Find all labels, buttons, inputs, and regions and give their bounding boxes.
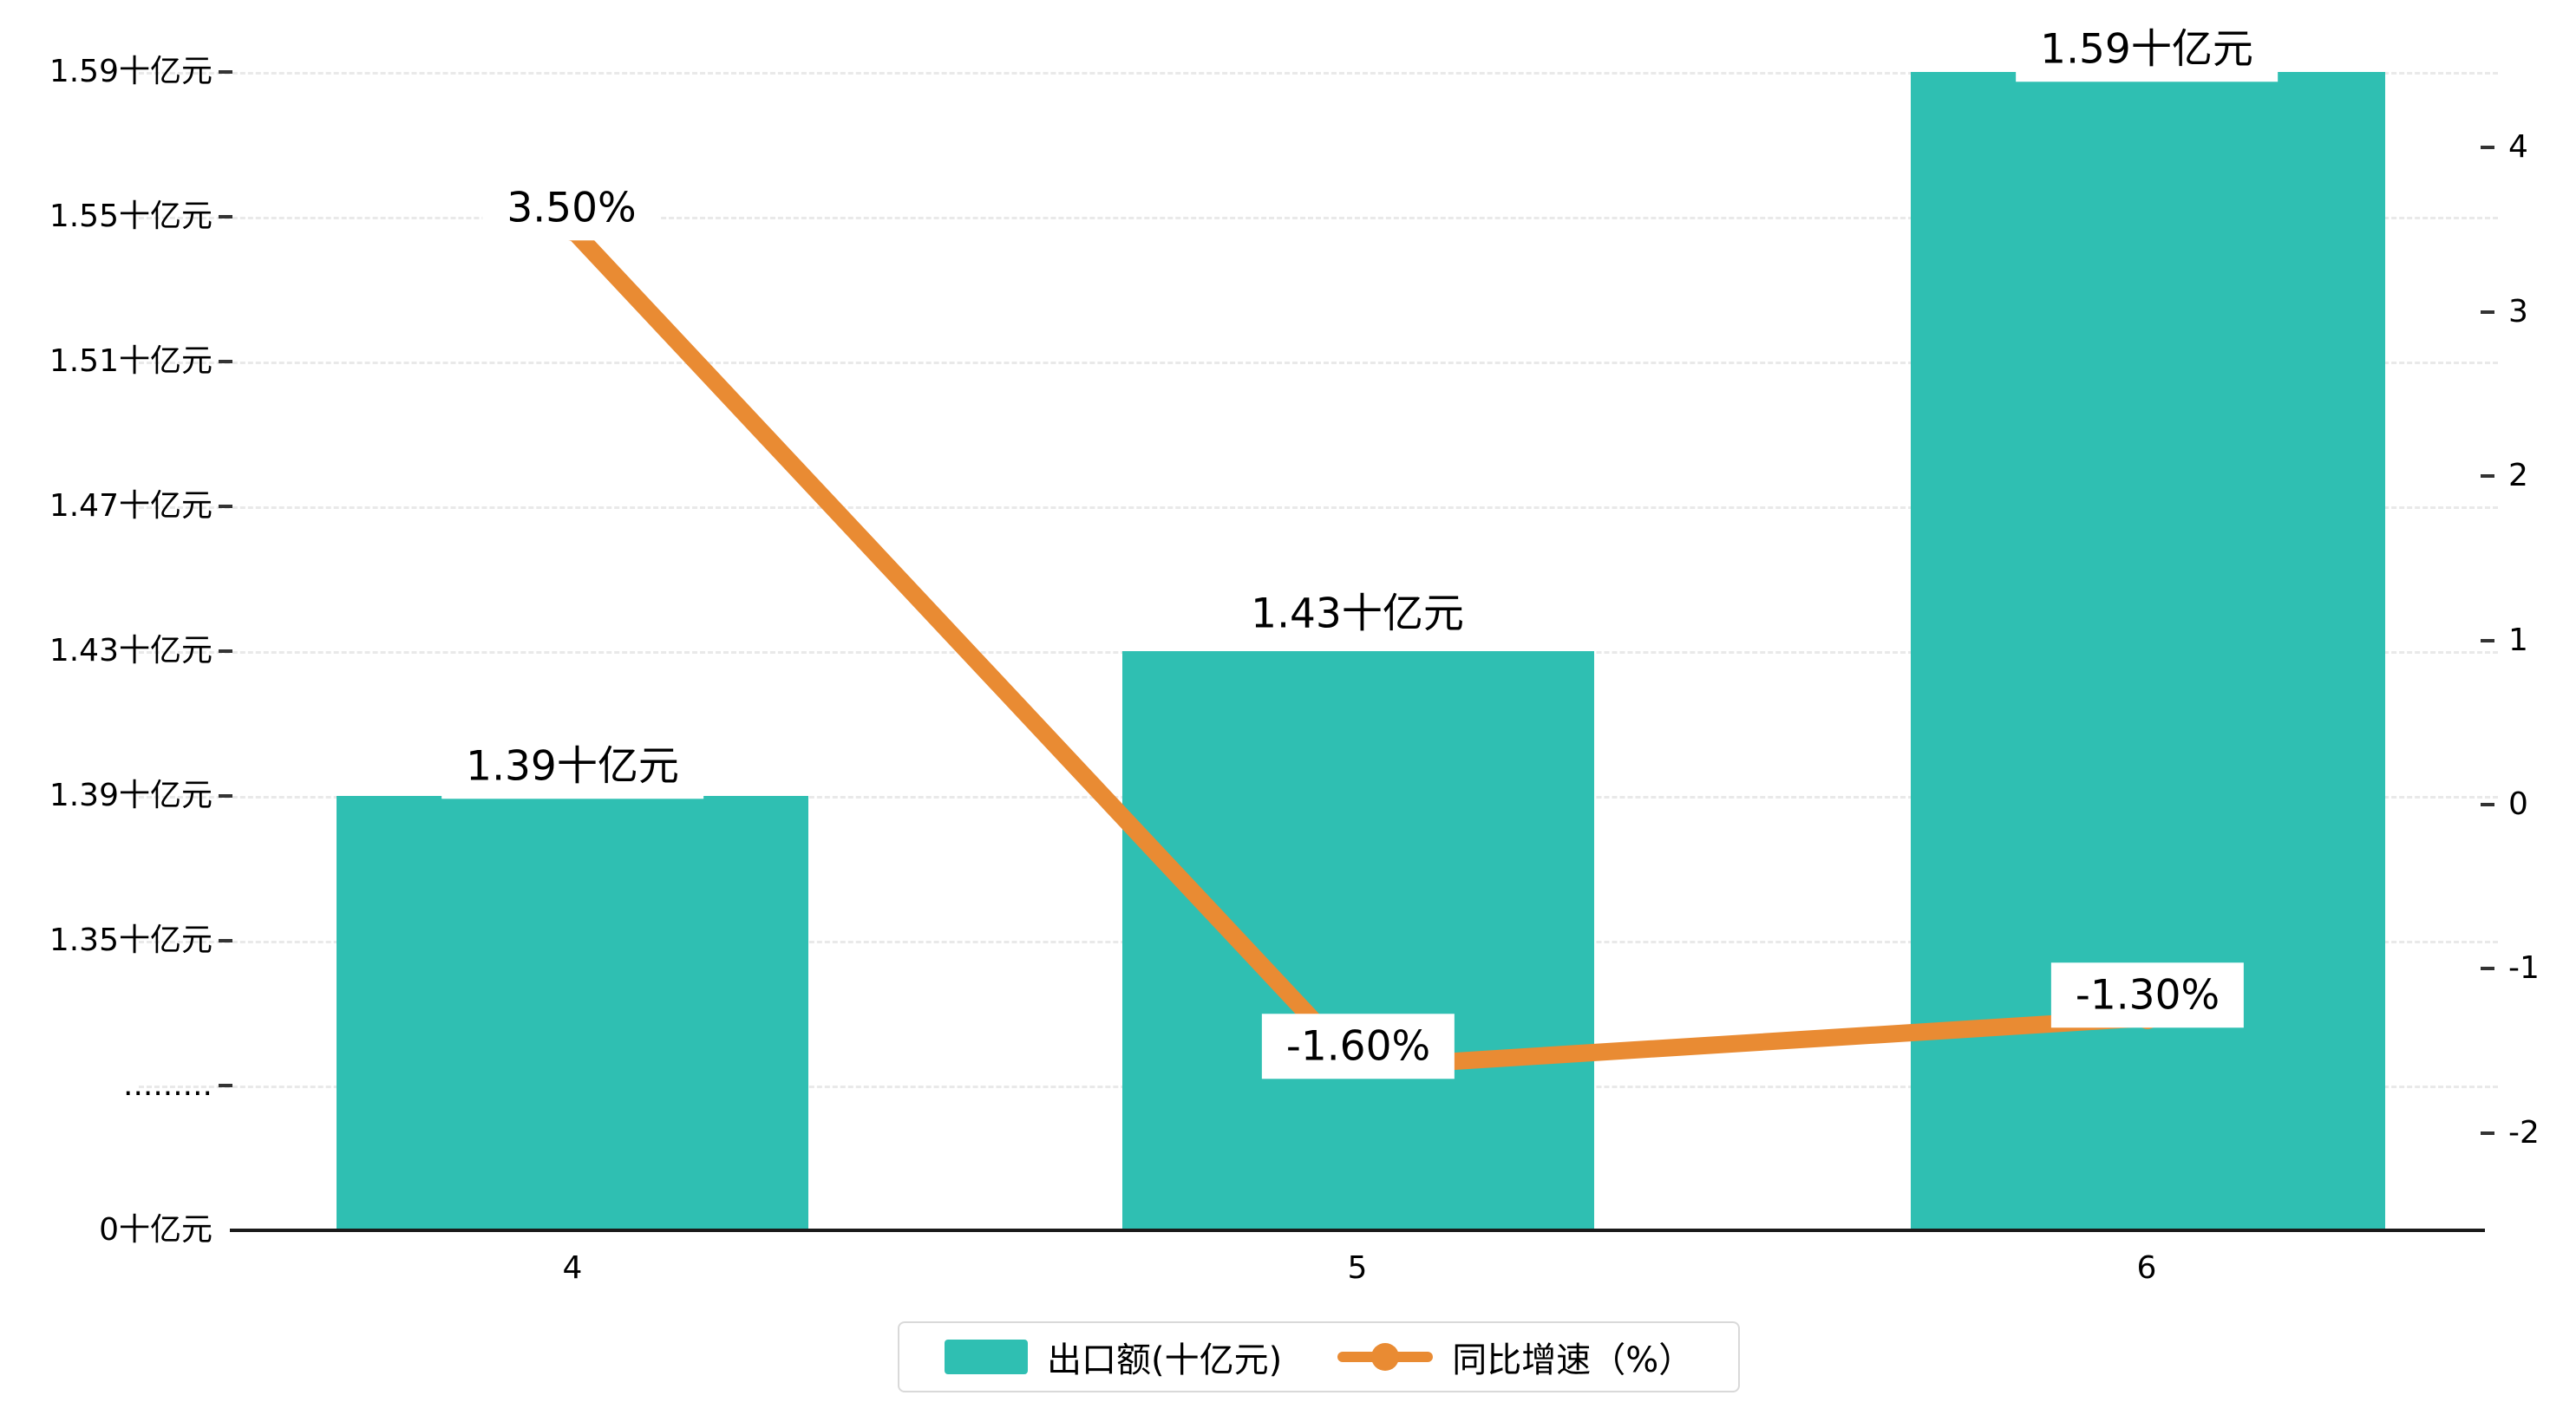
- y-axis-right-tick-mark: [2481, 474, 2494, 478]
- gridline: [139, 72, 2498, 75]
- y-axis-tick-mark: [219, 505, 232, 508]
- legend: 出口额(十亿元) 同比增速（%）: [898, 1321, 1741, 1392]
- y-axis-left-tick-label: 1.35十亿元: [49, 923, 212, 958]
- y-axis-right-tick-label: 0: [2508, 786, 2528, 822]
- growth-line-path: [564, 221, 2156, 1076]
- y-axis-right-tick-mark: [2481, 1131, 2494, 1135]
- x-axis-line: [230, 1229, 2485, 1232]
- bar-month-4: [337, 796, 808, 1230]
- y-axis-tick-mark: [219, 649, 232, 653]
- gridline: [139, 362, 2498, 364]
- y-axis-tick-mark: [219, 70, 232, 74]
- line-value-label: -1.60%: [1261, 1014, 1455, 1079]
- y-axis-tick-mark: [219, 1084, 232, 1087]
- y-axis-break-label: .........: [123, 1067, 212, 1103]
- y-axis-tick-mark: [219, 939, 232, 942]
- gridline: [139, 506, 2498, 509]
- line-series-swatch-icon: [1337, 1343, 1434, 1371]
- y-axis-tick-mark: [219, 794, 232, 798]
- x-axis-tick-label: 6: [2136, 1250, 2157, 1286]
- gridline: [139, 217, 2498, 219]
- y-axis-left-tick-label: 1.51十亿元: [49, 343, 212, 379]
- line-value-label: -1.30%: [2050, 962, 2245, 1028]
- bar-month-5: [1122, 651, 1594, 1230]
- y-axis-left-tick-label: 1.59十亿元: [49, 54, 212, 89]
- bar-value-label: 1.59十亿元: [2016, 16, 2278, 82]
- line-value-label: 3.50%: [482, 175, 661, 241]
- x-axis-tick-label: 4: [562, 1250, 583, 1286]
- y-axis-right-tick-mark: [2481, 310, 2494, 314]
- y-axis-right-tick-mark: [2481, 639, 2494, 642]
- y-axis-right-tick-label: 2: [2508, 458, 2528, 493]
- y-axis-left-tick-label: 0十亿元: [99, 1212, 212, 1248]
- legend-item-exports[interactable]: 出口额(十亿元): [945, 1332, 1282, 1382]
- y-axis-tick-mark: [219, 215, 232, 218]
- y-axis-right-tick-mark: [2481, 803, 2494, 806]
- y-axis-left-tick-label: 1.55十亿元: [49, 199, 212, 234]
- x-axis-tick-label: 5: [1347, 1250, 1368, 1286]
- y-axis-right-tick-label: 3: [2508, 294, 2528, 329]
- bar-value-label: 1.43十亿元: [1226, 581, 1488, 647]
- y-axis-tick-mark: [219, 360, 232, 363]
- line-series-dot-icon: [1371, 1343, 1400, 1371]
- y-axis-right-tick-label: 1: [2508, 623, 2528, 658]
- legend-item-growth[interactable]: 同比增速（%）: [1337, 1332, 1693, 1382]
- y-axis-left-tick-label: 1.39十亿元: [49, 778, 212, 813]
- y-axis-left-tick-label: 1.43十亿元: [49, 633, 212, 668]
- y-axis-right-tick-label: 4: [2508, 129, 2528, 165]
- y-axis-right-tick-label: -2: [2508, 1115, 2540, 1151]
- bar-month-6: [1911, 72, 2385, 1230]
- y-axis-left-tick-label: 1.47十亿元: [49, 488, 212, 524]
- y-axis-right-tick-mark: [2481, 146, 2494, 149]
- legend-label-exports: 出口额(十亿元): [1047, 1340, 1283, 1380]
- bar-value-label: 1.39十亿元: [441, 734, 703, 799]
- legend-label-growth: 同比增速（%）: [1452, 1340, 1694, 1380]
- bar-series-swatch-icon: [945, 1340, 1028, 1374]
- y-axis-right-tick-label: -1: [2508, 950, 2540, 986]
- y-axis-right-tick-mark: [2481, 967, 2494, 970]
